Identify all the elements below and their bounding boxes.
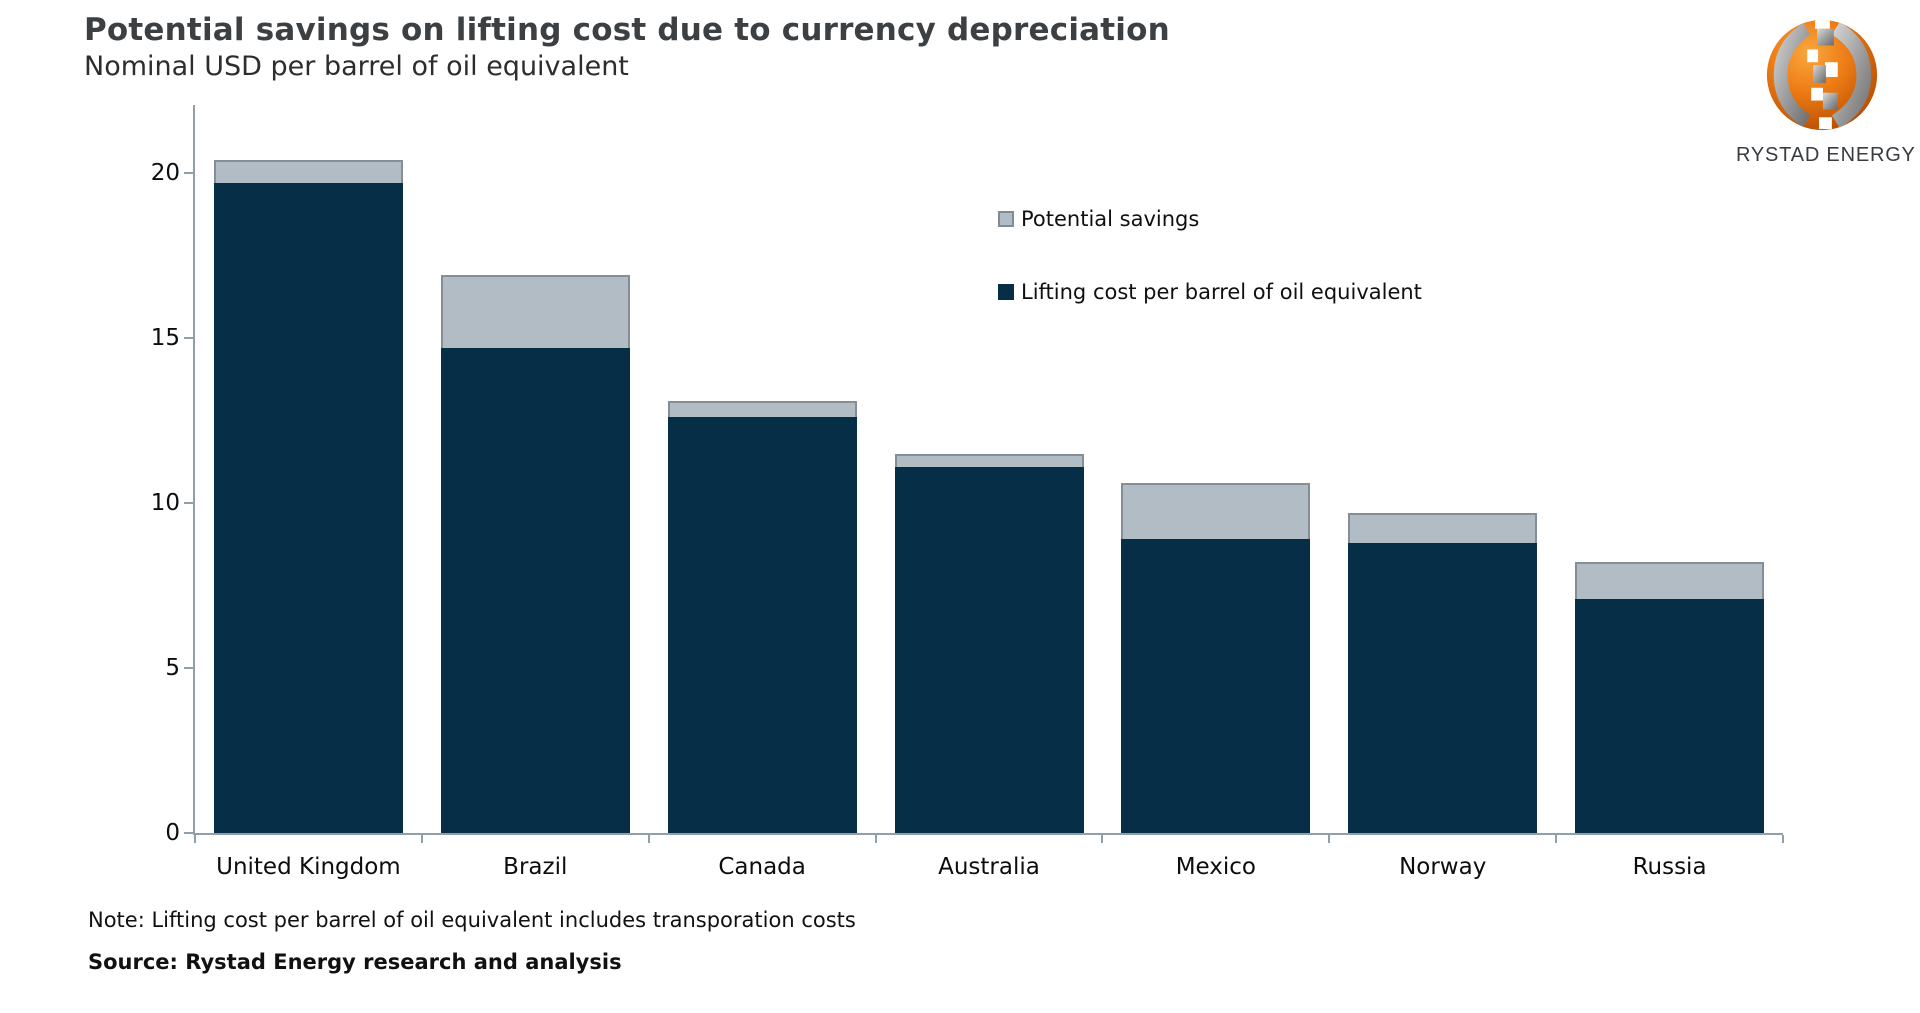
globe-icon bbox=[1766, 19, 1878, 131]
chart-note: Note: Lifting cost per barrel of oil equ… bbox=[88, 908, 856, 932]
chart-source: Source: Rystad Energy research and analy… bbox=[88, 950, 622, 974]
bar-segment-lifting-cost bbox=[1575, 598, 1765, 833]
bar-segment-potential-savings bbox=[1575, 562, 1765, 599]
category-label: Brazil bbox=[503, 854, 568, 880]
y-axis-line bbox=[193, 105, 195, 835]
x-axis-tick bbox=[420, 835, 423, 843]
bar-segment-lifting-cost bbox=[894, 466, 1084, 833]
x-axis-tick bbox=[1782, 835, 1784, 843]
y-axis-tick bbox=[184, 502, 193, 504]
chart-title: Potential savings on lifting cost due to… bbox=[84, 12, 1170, 48]
y-axis-tick bbox=[184, 337, 193, 339]
category-label: Mexico bbox=[1175, 854, 1256, 880]
bar-segment-lifting-cost bbox=[440, 347, 630, 833]
y-axis-label: 20 bbox=[150, 160, 180, 186]
bar-segment-potential-savings bbox=[213, 159, 403, 183]
bar-segment-lifting-cost bbox=[667, 417, 857, 833]
category-label: Canada bbox=[718, 854, 806, 880]
rystad-energy-logo: RYSTAD ENERGY bbox=[1736, 16, 1916, 167]
x-axis-tick bbox=[1555, 835, 1558, 843]
bar-segment-potential-savings bbox=[440, 275, 630, 348]
legend-swatch-icon bbox=[998, 211, 1014, 227]
category-label: Norway bbox=[1399, 854, 1487, 880]
category-label: Russia bbox=[1632, 854, 1707, 880]
x-axis-line bbox=[193, 833, 1783, 835]
y-axis-tick bbox=[184, 172, 193, 174]
y-axis-label: 10 bbox=[150, 490, 180, 516]
bar-segment-lifting-cost bbox=[213, 182, 403, 833]
bar-segment-lifting-cost bbox=[1121, 539, 1311, 833]
bar-segment-potential-savings bbox=[1121, 483, 1311, 540]
category-label: Australia bbox=[938, 854, 1040, 880]
legend-label: Potential savings bbox=[1021, 207, 1200, 231]
bar-segment-potential-savings bbox=[667, 400, 857, 418]
legend-swatch-icon bbox=[998, 284, 1014, 300]
x-axis-tick bbox=[647, 835, 650, 843]
legend-label: Lifting cost per barrel of oil equivalen… bbox=[1021, 280, 1422, 304]
x-axis-tick bbox=[874, 835, 877, 843]
legend-item: Potential savings bbox=[998, 207, 1199, 231]
bar-segment-potential-savings bbox=[1348, 512, 1538, 543]
category-label: United Kingdom bbox=[216, 854, 401, 880]
x-axis-tick bbox=[1101, 835, 1104, 843]
x-axis-tick bbox=[1328, 835, 1331, 843]
chart-subtitle: Nominal USD per barrel of oil equivalent bbox=[84, 51, 629, 82]
bar-segment-potential-savings bbox=[894, 453, 1084, 467]
y-axis-label: 15 bbox=[150, 325, 180, 351]
y-axis-label: 0 bbox=[165, 820, 180, 846]
brand-name: RYSTAD ENERGY bbox=[1736, 144, 1916, 166]
y-axis-tick bbox=[184, 832, 193, 834]
x-axis-tick bbox=[194, 835, 196, 843]
y-axis-tick bbox=[184, 667, 193, 669]
legend-item: Lifting cost per barrel of oil equivalen… bbox=[998, 280, 1422, 304]
y-axis-label: 5 bbox=[165, 655, 180, 681]
bar-segment-lifting-cost bbox=[1348, 542, 1538, 833]
